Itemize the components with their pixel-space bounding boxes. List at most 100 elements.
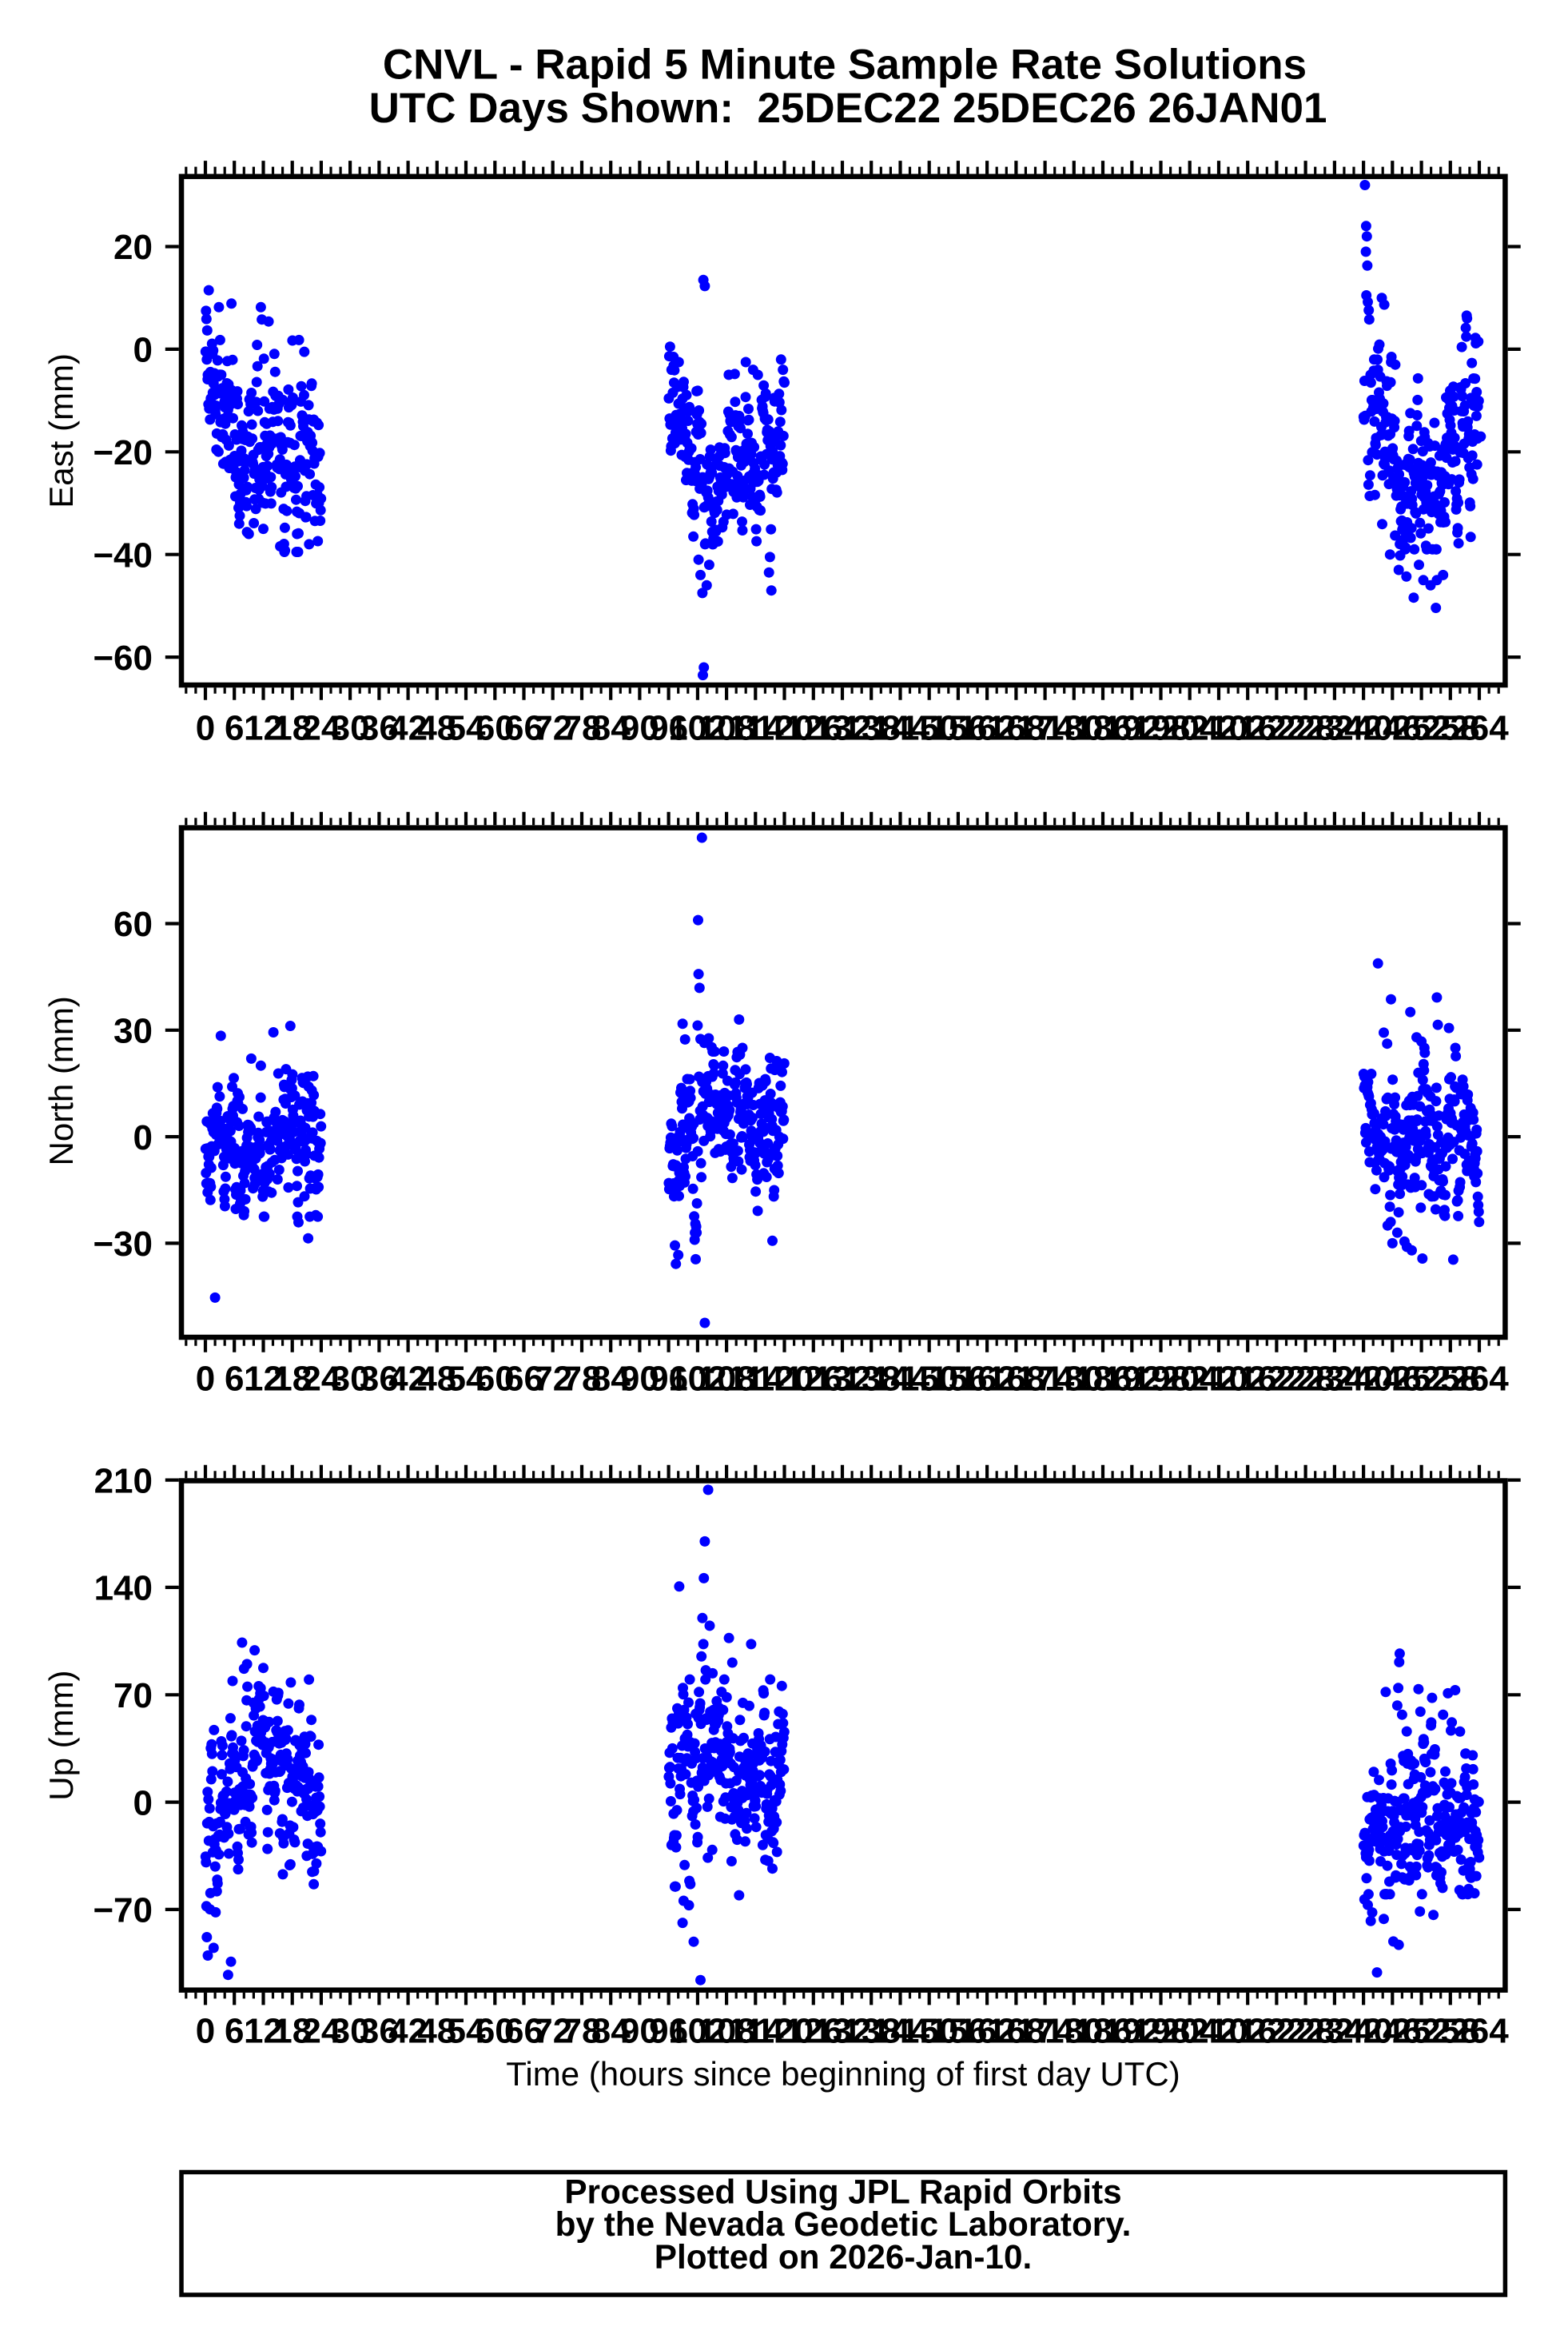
svg-text:114: 114 [727,2011,785,2050]
svg-text:90: 90 [620,1360,659,1399]
svg-text:264: 264 [1450,1360,1509,1399]
svg-text:234: 234 [1305,2011,1364,2050]
svg-text:0: 0 [196,708,215,747]
svg-text:−40: −40 [93,536,153,576]
svg-text:18: 18 [273,708,312,747]
svg-text:24: 24 [301,1360,340,1399]
svg-text:204: 204 [1160,1360,1220,1399]
svg-text:12: 12 [244,708,283,747]
svg-text:6: 6 [225,708,244,747]
svg-text:246: 246 [1363,1360,1422,1399]
svg-text:252: 252 [1392,708,1451,747]
svg-text:168: 168 [987,1360,1045,1399]
svg-text:0: 0 [133,331,153,370]
svg-text:186: 186 [1073,708,1132,747]
svg-text:24: 24 [301,708,340,747]
svg-text:210: 210 [1189,708,1248,747]
svg-text:30: 30 [113,1012,153,1051]
svg-text:240: 240 [1334,708,1392,747]
svg-text:246: 246 [1363,708,1422,747]
svg-text:84: 84 [591,1360,631,1399]
svg-text:12: 12 [244,1360,283,1399]
svg-text:90: 90 [620,708,659,747]
svg-text:192: 192 [1103,2011,1161,2050]
svg-text:Processed Using JPL Rapid Orbi: Processed Using JPL Rapid Orbits [564,2173,1121,2211]
svg-text:42: 42 [388,2011,428,2050]
svg-text:84: 84 [591,2011,631,2050]
svg-text:150: 150 [900,2011,958,2050]
svg-text:108: 108 [697,708,755,747]
svg-text:258: 258 [1421,2011,1479,2050]
svg-text:96: 96 [649,708,688,747]
svg-text:216: 216 [1218,2011,1276,2050]
svg-text:30: 30 [331,708,370,747]
svg-text:156: 156 [929,1360,987,1399]
svg-text:156: 156 [929,708,987,747]
svg-text:132: 132 [813,1360,871,1399]
svg-text:90: 90 [620,2011,659,2050]
svg-text:78: 78 [563,1360,602,1399]
svg-text:168: 168 [987,708,1045,747]
svg-text:180: 180 [1045,708,1103,747]
svg-text:72: 72 [533,2011,572,2050]
svg-text:36: 36 [360,2011,399,2050]
svg-text:234: 234 [1305,708,1364,747]
svg-text:102: 102 [668,1360,726,1399]
svg-text:30: 30 [331,1360,370,1399]
svg-text:252: 252 [1392,1360,1451,1399]
svg-text:138: 138 [842,708,900,747]
svg-text:36: 36 [360,1360,399,1399]
svg-text:by the Nevada Geodetic Laborat: by the Nevada Geodetic Laboratory. [555,2205,1132,2243]
svg-text:120: 120 [755,708,814,747]
svg-text:198: 198 [1132,2011,1190,2050]
svg-text:132: 132 [813,2011,871,2050]
svg-text:Time (hours since beginning of: Time (hours since beginning of first day… [506,2055,1180,2093]
svg-text:48: 48 [417,1360,456,1399]
svg-text:66: 66 [504,1360,543,1399]
svg-text:108: 108 [697,1360,755,1399]
svg-text:144: 144 [871,708,930,747]
svg-text:234: 234 [1305,1360,1364,1399]
svg-text:48: 48 [417,708,456,747]
svg-text:162: 162 [957,1360,1016,1399]
svg-text:42: 42 [388,708,428,747]
svg-text:102: 102 [668,2011,726,2050]
svg-text:54: 54 [447,708,486,747]
svg-text:186: 186 [1073,2011,1132,2050]
svg-text:228: 228 [1276,2011,1335,2050]
svg-text:54: 54 [447,1360,486,1399]
svg-text:Plotted on 2026-Jan-10.: Plotted on 2026-Jan-10. [655,2238,1032,2276]
svg-text:162: 162 [957,2011,1016,2050]
svg-text:228: 228 [1276,1360,1335,1399]
svg-text:24: 24 [301,2011,340,2050]
svg-text:54: 54 [447,2011,486,2050]
svg-text:126: 126 [784,2011,842,2050]
svg-text:168: 168 [987,2011,1045,2050]
svg-text:204: 204 [1160,2011,1220,2050]
svg-text:Up (mm): Up (mm) [42,1670,80,1800]
svg-text:174: 174 [1016,1360,1075,1399]
svg-text:228: 228 [1276,708,1335,747]
svg-text:132: 132 [813,708,871,747]
svg-text:−60: −60 [93,639,153,678]
svg-text:30: 30 [331,2011,370,2050]
svg-text:36: 36 [360,708,399,747]
svg-text:66: 66 [504,708,543,747]
svg-text:78: 78 [563,708,602,747]
svg-text:0: 0 [133,1118,153,1157]
svg-text:240: 240 [1334,1360,1392,1399]
svg-text:60: 60 [476,2011,515,2050]
svg-text:78: 78 [563,2011,602,2050]
svg-text:0: 0 [133,1783,153,1822]
svg-text:258: 258 [1421,708,1479,747]
svg-text:222: 222 [1248,1360,1306,1399]
svg-text:12: 12 [244,2011,283,2050]
svg-text:48: 48 [417,2011,456,2050]
svg-text:North (mm): North (mm) [42,996,80,1165]
svg-text:156: 156 [929,2011,987,2050]
svg-text:140: 140 [94,1569,153,1608]
svg-text:120: 120 [755,1360,814,1399]
svg-text:6: 6 [225,2011,244,2050]
svg-text:222: 222 [1248,708,1306,747]
svg-text:72: 72 [533,1360,572,1399]
